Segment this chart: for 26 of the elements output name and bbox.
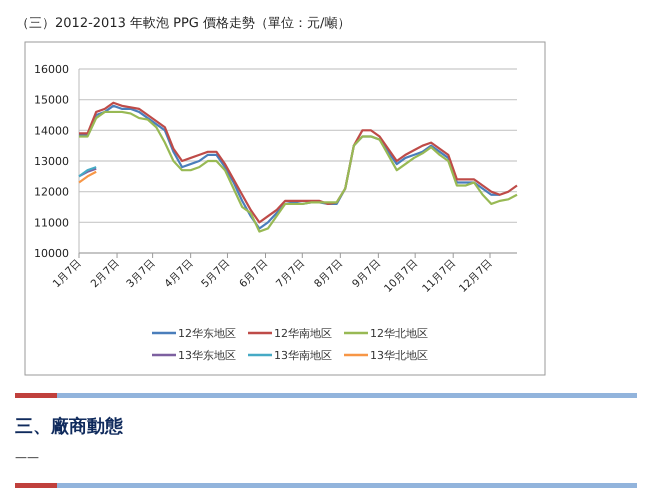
x-tick-label: 11月7日	[420, 256, 458, 295]
x-tick-label: 9月7日	[350, 256, 384, 290]
legend-label: 12华北地区	[370, 327, 428, 340]
y-tick-label: 12000	[34, 186, 69, 199]
x-tick-label: 4月7日	[162, 256, 196, 290]
legend-label: 13华南地区	[274, 349, 332, 362]
text: 三、廠商動態	[15, 416, 124, 437]
x-tick-label: 10月7日	[382, 256, 420, 295]
legend-label: 12华东地区	[178, 327, 236, 340]
chart-title: （三）2012-2013 年軟泡 PPG 價格走勢（單位：元/噸）	[16, 16, 350, 31]
legend-label: 13华东地区	[178, 349, 236, 362]
x-tick-label: 5月7日	[199, 256, 233, 290]
x-tick-label: 7月7日	[274, 256, 308, 290]
y-tick-label: 11000	[34, 216, 69, 230]
y-tick-label: 13000	[34, 155, 69, 168]
text: ——	[15, 450, 39, 464]
x-tick-label: 8月7日	[312, 256, 346, 290]
legend-label: 13华北地区	[370, 349, 428, 362]
y-tick-label: 16000	[34, 63, 69, 76]
x-tick-label: 2月7日	[88, 256, 122, 290]
y-tick-label: 14000	[34, 124, 69, 138]
x-tick-label: 12月7日	[456, 256, 496, 295]
y-tick-label: 15000	[34, 94, 69, 107]
legend-label: 12华南地区	[274, 327, 332, 340]
x-tick-label: 3月7日	[124, 256, 158, 290]
x-tick-label: 6月7日	[237, 256, 271, 290]
